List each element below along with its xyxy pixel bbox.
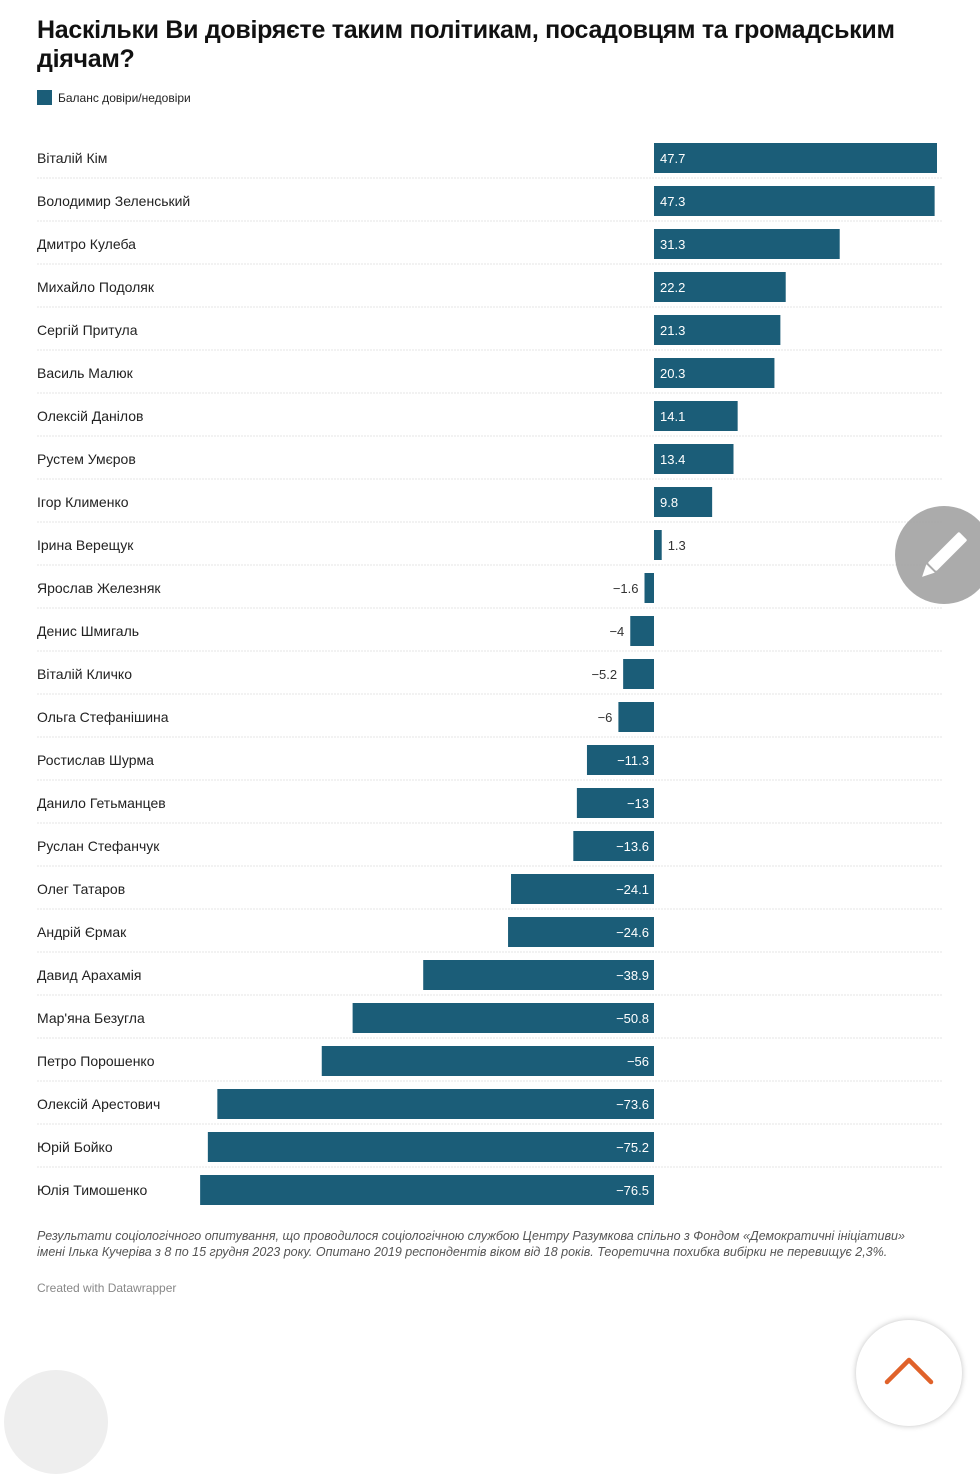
row-label: Петро Порошенко [37, 1053, 155, 1069]
bar [573, 831, 654, 861]
bar [508, 917, 654, 947]
bar [200, 1175, 654, 1205]
value-label: 31.3 [660, 237, 685, 252]
value-label: 14.1 [660, 409, 685, 424]
value-label: −24.1 [616, 882, 649, 897]
datawrapper-credit[interactable]: Created with Datawrapper [37, 1281, 177, 1295]
value-label: −56 [627, 1054, 649, 1069]
value-label: −5.2 [591, 667, 617, 682]
bar [644, 573, 654, 603]
bar [654, 272, 786, 302]
source-note: Результати соціологічного опитування, що… [37, 1229, 905, 1259]
value-label: 22.2 [660, 280, 685, 295]
value-label: −11.3 [617, 753, 649, 768]
row-label: Ярослав Железняк [37, 580, 161, 596]
bar [217, 1089, 654, 1119]
value-label: 47.7 [660, 151, 685, 166]
row-label: Денис Шмигаль [37, 623, 139, 639]
row-label: Давид Арахамія [37, 967, 141, 983]
row-label: Віталій Кличко [37, 666, 132, 682]
row-label: Михайло Подоляк [37, 279, 155, 295]
value-label: 13.4 [660, 452, 685, 467]
row-label: Ірина Верещук [37, 537, 134, 553]
legend-swatch [37, 90, 52, 105]
row-label: Ольга Стефанішина [37, 709, 169, 725]
bar [654, 444, 734, 474]
row-label: Дмитро Кулеба [37, 236, 136, 252]
value-label: −24.6 [616, 925, 649, 940]
value-label: 47.3 [660, 194, 685, 209]
bar [654, 358, 775, 388]
value-label: 1.3 [668, 538, 686, 553]
value-label: −75.2 [616, 1140, 649, 1155]
corner-button[interactable] [4, 1370, 108, 1474]
chevron-up-icon [884, 1357, 934, 1385]
legend-label: Баланс довіри/недовіри [58, 90, 191, 105]
bar [654, 487, 713, 517]
value-label: −6 [598, 710, 613, 725]
value-label: 21.3 [660, 323, 685, 338]
value-label: −38.9 [616, 968, 649, 983]
row-label: Василь Малюк [37, 365, 134, 381]
bar [423, 960, 654, 990]
bar [623, 659, 654, 689]
row-label: Андрій Єрмак [37, 924, 127, 940]
row-label: Ростислав Шурма [37, 752, 154, 768]
row-label: Олексій Арестович [37, 1096, 160, 1112]
row-label: Юрій Бойко [37, 1139, 113, 1155]
row-label: Рустем Умєров [37, 451, 136, 467]
bar [630, 616, 654, 646]
bar [352, 1003, 654, 1033]
bar [321, 1046, 654, 1076]
value-label: −73.6 [616, 1097, 649, 1112]
bar [654, 315, 781, 345]
row-label: Віталій Кім [37, 150, 107, 166]
chart-title: Наскільки Ви довіряєте таким політикам, … [37, 16, 895, 73]
bar-chart: Віталій Кім 47.7 Володимир Зеленський 47.3 Д… [37, 143, 942, 1205]
bar [618, 702, 654, 732]
bar [654, 143, 937, 173]
row-label: Данило Гетьманцев [37, 795, 166, 811]
value-label: 9.8 [660, 495, 678, 510]
value-label: −4 [609, 624, 624, 639]
value-label: 20.3 [660, 366, 685, 381]
scroll-up-button[interactable] [856, 1320, 962, 1426]
row-label: Ігор Клименко [37, 494, 129, 510]
value-label: −50.8 [616, 1011, 649, 1026]
value-label: −13 [627, 796, 649, 811]
row-label: Олексій Данілов [37, 408, 143, 424]
row-label: Мар'яна Безугла [37, 1010, 145, 1026]
bar [654, 401, 738, 431]
row-label: Сергій Притула [37, 322, 138, 338]
value-label: −1.6 [613, 581, 639, 596]
bar [586, 745, 654, 775]
bar [207, 1132, 655, 1162]
bar [654, 229, 840, 259]
row-label: Руслан Стефанчук [37, 838, 160, 854]
row-label: Юлія Тимошенко [37, 1182, 147, 1198]
value-label: −76.5 [616, 1183, 649, 1198]
edit-button[interactable] [895, 506, 980, 604]
legend: Баланс довіри/недовіри [37, 90, 191, 105]
bar [511, 874, 654, 904]
row-label: Володимир Зеленський [37, 193, 190, 209]
pencil-icon [922, 532, 967, 577]
bar [576, 788, 654, 818]
value-label: −13.6 [616, 839, 649, 854]
row-label: Олег Татаров [37, 881, 125, 897]
bar [654, 186, 935, 216]
bar [654, 530, 662, 560]
